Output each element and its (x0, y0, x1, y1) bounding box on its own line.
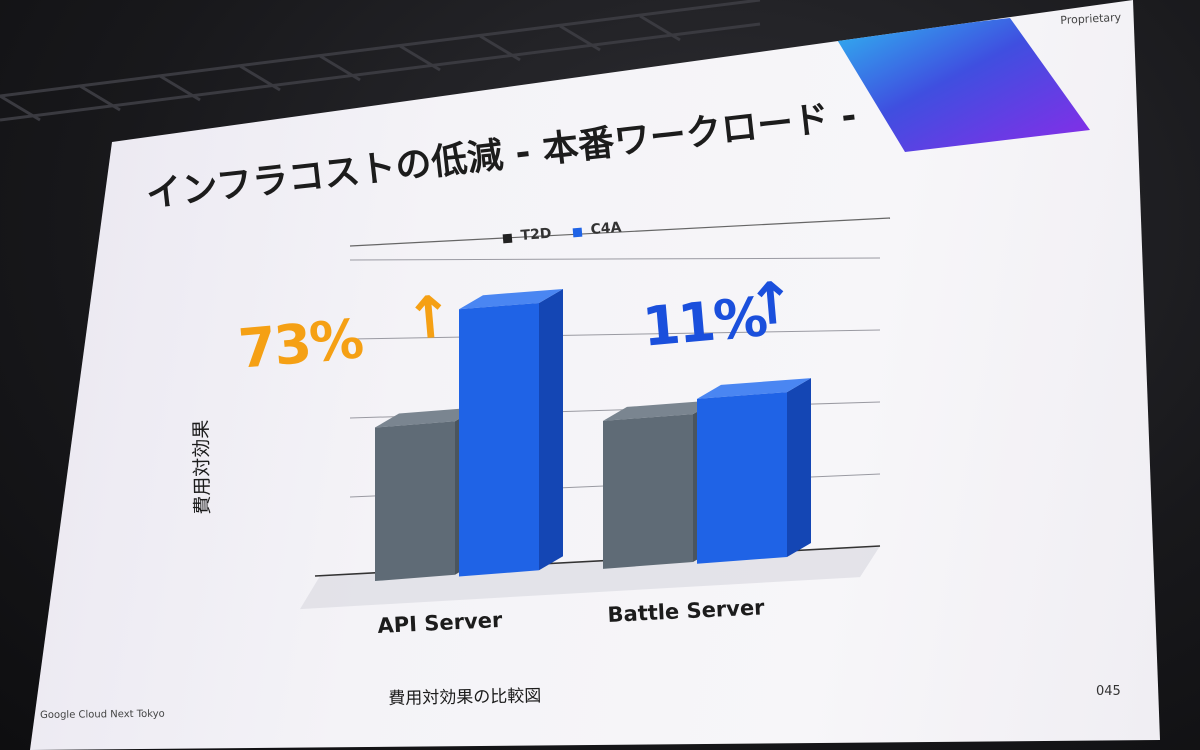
footer-event-name: Google Cloud Next Tokyo (40, 708, 165, 721)
legend-label-c4a: C4A (590, 219, 623, 238)
bar-c4a-battle-server (697, 392, 787, 564)
legend-label-t2d: T2D (520, 225, 553, 244)
battle-server-up-arrow-icon: ↑ (744, 267, 799, 340)
bar-top-c4a-0 (459, 288, 563, 310)
api-server-increase-label: 73% (236, 307, 365, 381)
bar-t2d-api-server (375, 421, 455, 582)
chart-gridline (349, 329, 881, 340)
bar-c4a-api-server (459, 302, 539, 577)
chart-gridline (349, 257, 881, 261)
api-server-up-arrow-icon: ↑ (402, 281, 457, 354)
corner-accent-shape (836, 18, 1090, 152)
legend-swatch-c4a (572, 227, 583, 238)
chart-floor (300, 546, 880, 610)
y-axis-label: 費用対効果 (190, 419, 214, 515)
bar-top-t2d-1 (603, 400, 717, 421)
page-number: 045 (1096, 684, 1121, 699)
bar-side-c4a-1 (787, 378, 811, 557)
bar-side-c4a-0 (539, 288, 563, 571)
bar-top-t2d-0 (375, 407, 479, 428)
bar-t2d-battle-server (603, 414, 693, 569)
bar-top-c4a-1 (697, 378, 811, 399)
legend-swatch-t2d (502, 233, 513, 244)
chart-caption: 費用対効果の比較図 (388, 686, 542, 709)
legend-divider-line (349, 217, 891, 247)
